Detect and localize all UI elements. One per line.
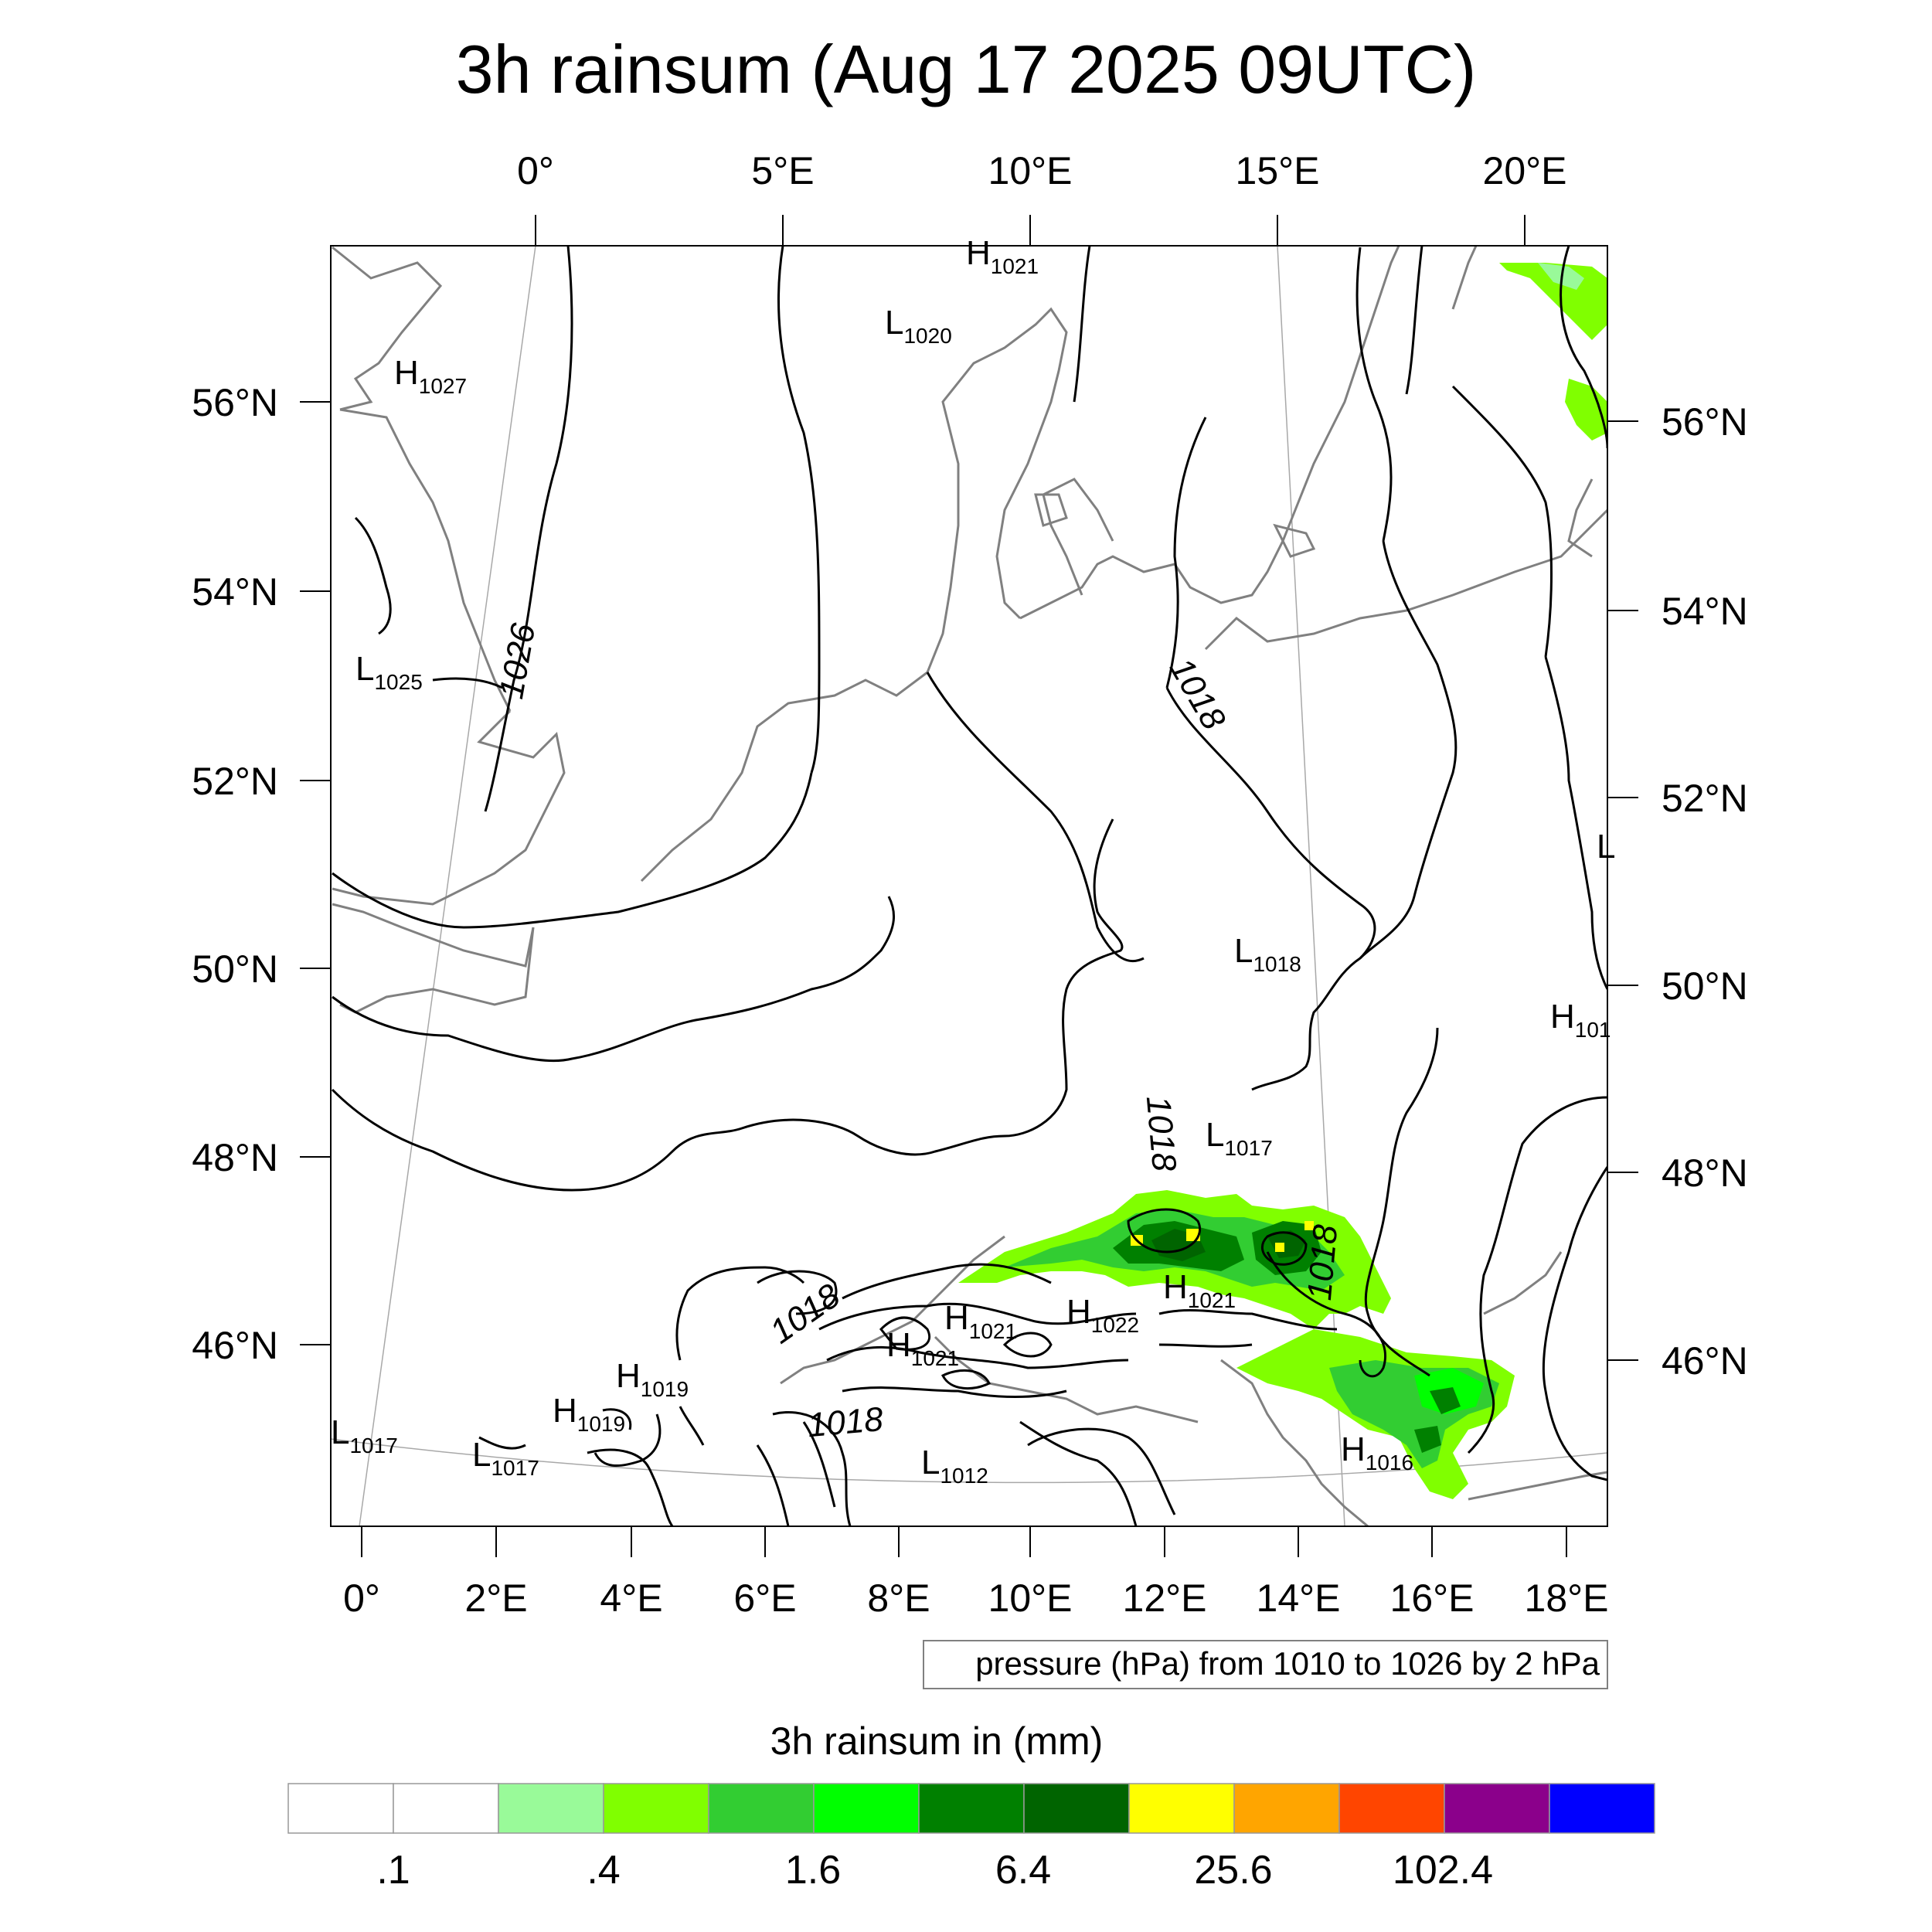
pressure-center-label: H1016 bbox=[1341, 1430, 1413, 1475]
colorbar-box bbox=[393, 1783, 499, 1834]
isobars bbox=[331, 246, 1607, 1526]
colorbar-label: .4 bbox=[587, 1848, 620, 1893]
top-axis-label: 20°E bbox=[1483, 149, 1567, 192]
left-axis-label: 56°N bbox=[192, 381, 278, 424]
pressure-center-label: H1021 bbox=[966, 234, 1039, 278]
pressure-center-label: H1021 bbox=[1163, 1268, 1236, 1312]
bottom-axis-label: 10°E bbox=[988, 1577, 1073, 1620]
bottom-axis: 0° 2°E 4°E 6°E 8°E 10°E 12°E 14°E 16°E 1… bbox=[343, 1526, 1608, 1620]
colorbar-title: 3h rainsum in (mm) bbox=[770, 1719, 1104, 1763]
bottom-axis-label: 14°E bbox=[1257, 1577, 1341, 1620]
pressure-centers: H1021 L1020 H1027 L1025 L1018 H101 L1017… bbox=[331, 234, 1615, 1488]
pressure-center-label: H1019 bbox=[553, 1392, 625, 1436]
left-axis: 56°N 54°N 52°N 50°N 48°N 46°N bbox=[192, 381, 331, 1367]
isobar-label: 1018 bbox=[1139, 1094, 1183, 1173]
colorbar-box bbox=[918, 1783, 1025, 1834]
colorbar-box bbox=[1128, 1783, 1235, 1834]
top-axis-label: 10°E bbox=[988, 149, 1073, 192]
pressure-center-label: H1021 bbox=[886, 1326, 959, 1370]
right-axis-label: 56°N bbox=[1662, 400, 1748, 444]
right-axis-label: 50°N bbox=[1662, 964, 1748, 1008]
left-axis-label: 48°N bbox=[192, 1136, 278, 1179]
bottom-axis-label: 4°E bbox=[600, 1577, 662, 1620]
colorbar-label: 1.6 bbox=[785, 1848, 841, 1893]
pressure-info-text: pressure (hPa) from 1010 to 1026 by 2 hP… bbox=[975, 1645, 1600, 1682]
colorbar-box bbox=[708, 1783, 815, 1834]
top-axis-label: 15°E bbox=[1236, 149, 1320, 192]
colorbar-boxes bbox=[287, 1783, 1655, 1834]
pressure-center-label: L1017 bbox=[472, 1436, 539, 1480]
rain-field bbox=[958, 263, 1607, 1499]
pressure-center-label: L1017 bbox=[1206, 1116, 1273, 1160]
bottom-axis-label: 12°E bbox=[1123, 1577, 1207, 1620]
colorbar-box bbox=[603, 1783, 709, 1834]
right-axis: 56°N 54°N 52°N 50°N 48°N 46°N bbox=[1607, 400, 1748, 1383]
colorbar-box bbox=[1233, 1783, 1340, 1834]
pressure-info: pressure (hPa) from 1010 to 1026 by 2 hP… bbox=[923, 1640, 1608, 1689]
colorbar-label: 102.4 bbox=[1393, 1848, 1493, 1893]
bottom-axis-label: 16°E bbox=[1390, 1577, 1475, 1620]
pressure-center-label: H1027 bbox=[394, 354, 467, 398]
pressure-center-label: L bbox=[1597, 828, 1615, 866]
right-axis-label: 48°N bbox=[1662, 1151, 1748, 1195]
colorbar-box bbox=[498, 1783, 604, 1834]
isobar-label: 1018 bbox=[1301, 1223, 1345, 1301]
map-title: 3h rainsum (Aug 17 2025 09UTC) bbox=[456, 31, 1477, 107]
left-axis-label: 52°N bbox=[192, 760, 278, 803]
colorbar-label: 25.6 bbox=[1194, 1848, 1272, 1893]
map-panel bbox=[330, 245, 1608, 1527]
top-axis: 0° 5°E 10°E 15°E 20°E bbox=[517, 149, 1566, 246]
colorbar-box bbox=[1023, 1783, 1130, 1834]
alpine-detail bbox=[879, 1316, 1053, 1390]
bottom-axis-label: 0° bbox=[343, 1577, 380, 1620]
map-frame bbox=[330, 245, 1608, 1527]
colorbar-label: .1 bbox=[376, 1848, 410, 1893]
bottom-axis-label: 2°E bbox=[464, 1577, 527, 1620]
pressure-center-label: L1020 bbox=[885, 304, 952, 348]
pressure-center-label: L1018 bbox=[1234, 932, 1301, 976]
top-axis-label: 5°E bbox=[751, 149, 814, 192]
coastlines bbox=[332, 246, 1607, 1526]
colorbar-box bbox=[1444, 1783, 1550, 1834]
right-axis-label: 54°N bbox=[1662, 590, 1748, 633]
bottom-axis-label: 6°E bbox=[733, 1577, 796, 1620]
right-axis-label: 46°N bbox=[1662, 1339, 1748, 1383]
map-background bbox=[331, 246, 1607, 1526]
pressure-center-label: H1022 bbox=[1066, 1293, 1139, 1337]
pressure-center-label: L1017 bbox=[331, 1413, 398, 1458]
left-axis-label: 54°N bbox=[192, 570, 278, 614]
pressure-center-label: H1021 bbox=[944, 1299, 1017, 1343]
right-axis-label: 52°N bbox=[1662, 777, 1748, 820]
colorbar: 3h rainsum in (mm) .1 .4 1.6 6.4 25.6 10… bbox=[287, 1719, 1655, 1893]
top-axis-label: 0° bbox=[517, 149, 554, 192]
isobar-label: 1018 bbox=[806, 1400, 885, 1444]
pressure-center-label: L1025 bbox=[355, 650, 423, 694]
left-axis-label: 46°N bbox=[192, 1324, 278, 1367]
bottom-axis-label: 8°E bbox=[867, 1577, 930, 1620]
pressure-center-label: H1019 bbox=[616, 1357, 689, 1401]
colorbar-label: 6.4 bbox=[995, 1848, 1051, 1893]
colorbar-box bbox=[287, 1783, 394, 1834]
left-axis-label: 50°N bbox=[192, 947, 278, 991]
colorbar-box bbox=[1549, 1783, 1655, 1834]
pressure-center-label: H101 bbox=[1550, 998, 1611, 1042]
pressure-center-label: L1012 bbox=[921, 1444, 988, 1488]
colorbar-box bbox=[1338, 1783, 1445, 1834]
bottom-axis-label: 18°E bbox=[1525, 1577, 1609, 1620]
colorbar-box bbox=[813, 1783, 920, 1834]
pressure-info-box bbox=[923, 1640, 1608, 1689]
